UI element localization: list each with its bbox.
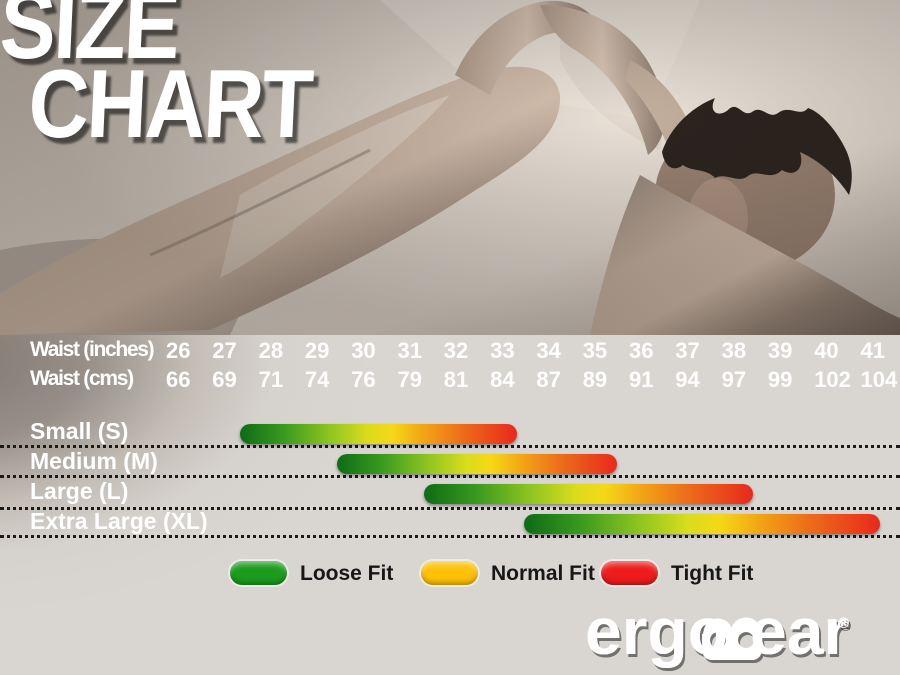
svg-text:ear: ear — [750, 596, 849, 668]
svg-text:®: ® — [838, 615, 849, 632]
